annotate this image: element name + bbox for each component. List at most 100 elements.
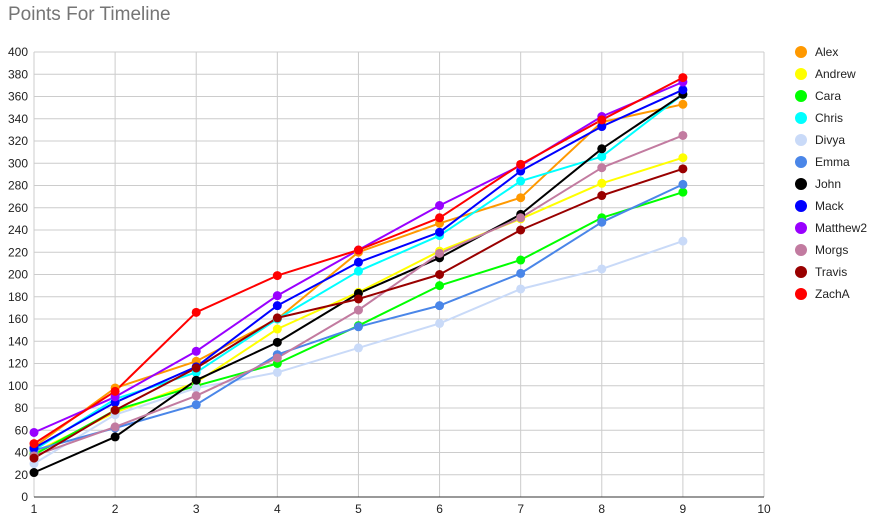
series-layer (29, 73, 688, 478)
data-point-emma (516, 268, 526, 278)
x-tick-label: 1 (31, 502, 38, 516)
legend-label-travis: Travis (815, 265, 847, 279)
y-tick-label: 0 (21, 490, 28, 504)
data-point-zacha (435, 213, 445, 223)
data-point-cara (516, 255, 526, 265)
legend-marker-matthew2 (795, 222, 807, 234)
data-point-mack (353, 257, 363, 267)
data-point-matthew2 (29, 427, 39, 437)
y-tick-label: 240 (8, 223, 28, 237)
legend-marker-john (795, 178, 807, 190)
data-point-john (29, 468, 39, 478)
x-tick-label: 9 (680, 502, 687, 516)
chart-title: Points For Timeline (8, 4, 171, 25)
legend-label-divya: Divya (815, 133, 845, 147)
legend-marker-divya (795, 134, 807, 146)
data-point-divya (191, 383, 201, 393)
legend-label-mack: Mack (815, 199, 845, 213)
legend-label-cara: Cara (815, 89, 841, 103)
y-tick-label: 40 (15, 446, 29, 460)
data-point-zacha (29, 439, 39, 449)
data-point-divya (435, 318, 445, 328)
data-point-alex (516, 193, 526, 203)
x-tick-label: 2 (112, 502, 119, 516)
y-tick-label: 220 (8, 245, 28, 259)
data-point-chris (353, 266, 363, 276)
data-point-emma (353, 322, 363, 332)
data-point-morgs (353, 305, 363, 315)
data-point-morgs (678, 130, 688, 140)
axis-layer: 0 20 40 60 80 100 120 140 160 180 200 220 240 260 280 3… (8, 45, 771, 516)
y-tick-label: 260 (8, 201, 28, 215)
data-point-matthew2 (191, 346, 201, 356)
data-point-travis (191, 363, 201, 373)
y-tick-label: 200 (8, 268, 28, 282)
data-point-emma (191, 400, 201, 410)
data-point-matthew2 (272, 291, 282, 301)
data-point-divya (516, 284, 526, 294)
legend-marker-chris (795, 112, 807, 124)
data-point-travis (435, 270, 445, 279)
x-tick-label: 8 (598, 502, 605, 516)
data-point-zacha (516, 159, 526, 169)
data-point-zacha (272, 271, 282, 281)
legend-label-zacha: ZachA (815, 287, 850, 301)
data-point-andrew (597, 178, 607, 188)
x-tick-label: 3 (193, 502, 200, 516)
data-point-travis (516, 225, 526, 235)
legend-marker-morgs (795, 244, 807, 256)
x-tick-label: 6 (436, 502, 443, 516)
data-point-morgs (516, 213, 526, 223)
y-tick-label: 160 (8, 312, 28, 326)
data-point-morgs (272, 353, 282, 363)
y-tick-label: 320 (8, 134, 28, 148)
y-tick-label: 180 (8, 290, 28, 304)
y-tick-label: 20 (15, 468, 29, 482)
data-point-emma (678, 179, 688, 189)
x-tick-label: 4 (274, 502, 281, 516)
legend-marker-emma (795, 156, 807, 168)
data-point-mack (435, 227, 445, 237)
data-point-alex (678, 99, 688, 109)
y-tick-label: 100 (8, 379, 28, 393)
data-point-andrew (678, 153, 688, 163)
y-tick-label: 300 (8, 156, 28, 170)
data-point-travis (29, 453, 39, 463)
data-point-zacha (353, 245, 363, 255)
data-point-matthew2 (435, 201, 445, 211)
legend-marker-cara (795, 90, 807, 102)
data-point-zacha (678, 73, 688, 83)
legend-label-emma: Emma (815, 155, 850, 169)
data-point-morgs (191, 391, 201, 401)
grid-layer (33, 51, 765, 497)
data-point-mack (272, 301, 282, 311)
data-point-chris (516, 176, 526, 186)
data-point-travis (110, 405, 120, 415)
data-point-divya (353, 343, 363, 353)
legend-label-morgs: Morgs (815, 243, 848, 257)
x-tick-label: 5 (355, 502, 362, 516)
legend-label-chris: Chris (815, 111, 843, 125)
x-tick-label: 7 (517, 502, 524, 516)
y-tick-label: 380 (8, 67, 28, 81)
data-point-divya (272, 367, 282, 377)
data-point-travis (353, 294, 363, 304)
data-point-cara (435, 281, 445, 291)
legend-marker-alex (795, 46, 807, 58)
data-point-zacha (110, 386, 120, 396)
y-tick-label: 360 (8, 90, 28, 104)
legend-label-matthew2: Matthew2 (815, 221, 867, 235)
y-tick-label: 280 (8, 179, 28, 193)
y-tick-label: 140 (8, 334, 28, 348)
data-point-john (110, 432, 120, 442)
data-point-john (272, 337, 282, 347)
data-point-cara (678, 187, 688, 197)
data-point-john (191, 375, 201, 385)
legend-marker-travis (795, 266, 807, 278)
data-point-emma (597, 217, 607, 227)
legend-label-andrew: Andrew (815, 67, 856, 81)
y-tick-label: 80 (15, 401, 29, 415)
legend-label-john: John (815, 177, 841, 191)
data-point-travis (678, 164, 688, 174)
